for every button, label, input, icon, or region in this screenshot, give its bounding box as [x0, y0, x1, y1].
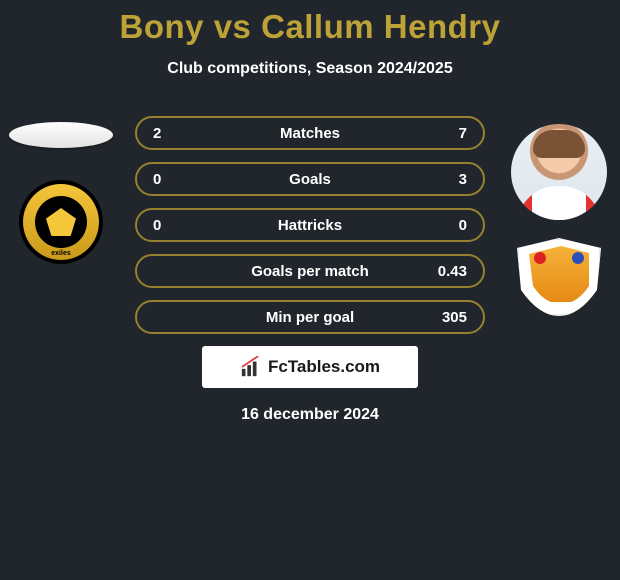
player-right-club-badge	[517, 238, 601, 316]
stat-right-value: 3	[427, 171, 467, 188]
stat-label: Goals per match	[193, 263, 427, 280]
stat-row: 0 Hattricks 0	[135, 208, 485, 242]
stat-right-value: 0.43	[427, 263, 467, 280]
page-title: Bony vs Callum Hendry	[0, 0, 620, 46]
stat-row: 0 Goals 3	[135, 162, 485, 196]
subtitle: Club competitions, Season 2024/2025	[0, 60, 620, 78]
stat-label: Matches	[193, 125, 427, 142]
stat-right-value: 0	[427, 217, 467, 234]
stat-label: Min per goal	[193, 309, 427, 326]
stat-left-value: 2	[153, 125, 193, 142]
stat-right-value: 7	[427, 125, 467, 142]
stat-label: Hattricks	[193, 217, 427, 234]
player-left-avatar	[9, 122, 113, 148]
stat-left-value: 0	[153, 217, 193, 234]
stat-row: Goals per match 0.43	[135, 254, 485, 288]
stat-left-value: 0	[153, 171, 193, 188]
player-right-avatar	[511, 124, 607, 220]
branding-badge: FcTables.com	[202, 346, 418, 388]
stat-right-value: 305	[427, 309, 467, 326]
player-left-club-badge: exiles	[19, 180, 103, 264]
stat-row: Min per goal 305	[135, 300, 485, 334]
stat-row: 2 Matches 7	[135, 116, 485, 150]
stat-label: Goals	[193, 171, 427, 188]
branding-text: FcTables.com	[268, 357, 380, 377]
date-text: 16 december 2024	[0, 406, 620, 424]
stats-table: 2 Matches 7 0 Goals 3 0 Hattricks 0 Goal…	[135, 116, 485, 334]
bar-chart-icon	[240, 356, 262, 378]
